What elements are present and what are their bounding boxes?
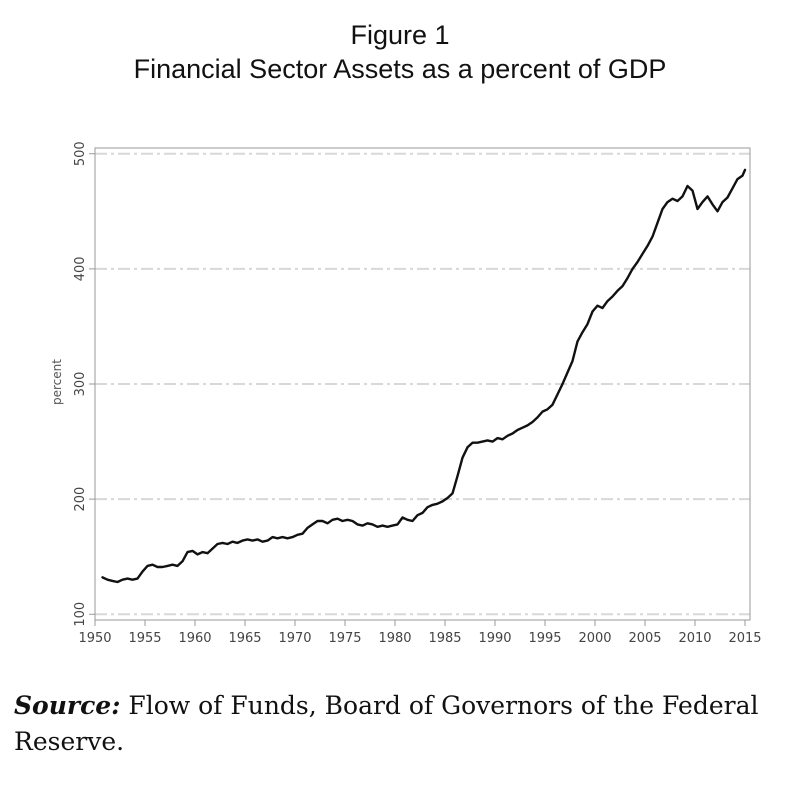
y-tick-label: 100	[73, 602, 88, 627]
x-tick-label: 2015	[728, 631, 761, 646]
y-tick-label: 500	[73, 141, 88, 166]
x-tick-label: 2000	[578, 631, 611, 646]
x-tick-label: 1995	[528, 631, 561, 646]
chart-title: Financial Sector Assets as a percent of …	[133, 54, 667, 84]
x-tick-label: 1985	[428, 631, 461, 646]
source-label: Source:	[14, 691, 121, 720]
x-tick-label: 1955	[128, 631, 161, 646]
figure-title-block: Figure 1 Financial Sector Assets as a pe…	[0, 18, 800, 86]
x-tick-label: 1950	[78, 631, 111, 646]
series-layer	[101, 168, 747, 584]
x-tick-label: 1975	[328, 631, 361, 646]
x-tick-label: 1980	[378, 631, 411, 646]
x-tick-label: 2005	[628, 631, 661, 646]
x-axis: 1950 1955 1960 1965 1970 1975 1980 1985 1990 1995…	[78, 620, 762, 646]
x-tick-label: 1970	[278, 631, 311, 646]
figure-label: Figure 1	[350, 20, 450, 50]
y-axis-title: percent	[50, 359, 64, 405]
x-tick-label: 1965	[228, 631, 261, 646]
grid-layer	[95, 152, 750, 616]
source-text: Flow of Funds, Board of Governors of the…	[14, 691, 759, 756]
y-tick-label: 300	[73, 372, 88, 397]
y-tick-label: 200	[73, 487, 88, 512]
y-axis: 100 200 300 400 500	[73, 141, 95, 627]
series-line	[101, 168, 747, 584]
x-tick-label: 1960	[178, 631, 211, 646]
x-tick-label: 2010	[678, 631, 711, 646]
x-tick-label: 1990	[478, 631, 511, 646]
source-note: Source: Flow of Funds, Board of Governor…	[14, 688, 789, 760]
line-chart: 100 200 300 400 500 1950 1955 1960 1965 1970 1975…	[50, 141, 762, 646]
y-tick-label: 400	[73, 256, 88, 281]
